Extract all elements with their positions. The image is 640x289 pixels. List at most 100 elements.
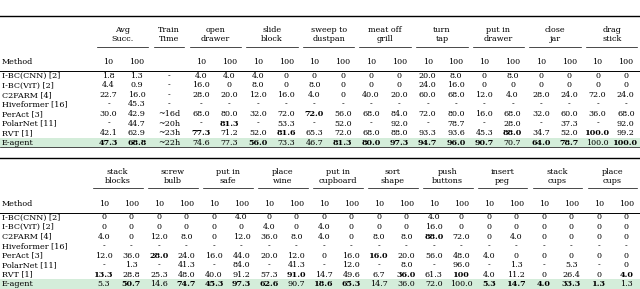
Text: 1.8: 1.8 [102,72,115,80]
Text: 10: 10 [264,200,274,208]
Text: -: - [570,242,573,250]
Text: 10: 10 [536,58,546,66]
Text: 92.0: 92.0 [617,120,635,127]
Text: 0: 0 [266,214,271,221]
Text: 41.3: 41.3 [287,261,305,269]
Text: 0: 0 [340,81,345,89]
Text: 0: 0 [312,72,317,80]
Text: 0: 0 [596,223,601,231]
Text: 56.0: 56.0 [248,139,268,147]
Text: 0: 0 [541,252,547,260]
Text: 10: 10 [484,200,494,208]
Text: 81.3: 81.3 [333,139,353,147]
Text: 52.0: 52.0 [561,129,578,137]
Text: 73.3: 73.3 [277,139,295,147]
Text: -: - [323,261,325,269]
Text: 90.7: 90.7 [287,280,305,288]
Text: 1.3: 1.3 [125,261,138,269]
Text: 88.0: 88.0 [424,233,444,240]
Text: drag
stick: drag stick [602,26,621,43]
Text: 0: 0 [567,81,572,89]
Text: put in
safe: put in safe [216,168,240,185]
Text: -: - [426,120,429,127]
Text: Method: Method [2,58,33,66]
Text: 0: 0 [486,223,492,231]
Text: 80.0: 80.0 [362,139,381,147]
Text: -: - [378,242,380,250]
Text: 0: 0 [623,81,628,89]
Text: 71.2: 71.2 [221,129,238,137]
Text: 10: 10 [196,58,206,66]
Text: I-BC(ViT) [2]: I-BC(ViT) [2] [2,223,54,231]
Text: 0: 0 [541,271,547,279]
Text: 12.0: 12.0 [476,91,493,99]
Text: put in
drawer: put in drawer [484,26,513,43]
Text: 100: 100 [562,58,577,66]
Text: 28.0: 28.0 [532,91,550,99]
Text: 100: 100 [564,200,579,208]
Text: 12.0: 12.0 [232,233,250,240]
Text: 0: 0 [510,81,515,89]
Text: -: - [568,101,571,108]
Text: -: - [185,242,188,250]
Text: put in
cupboard: put in cupboard [318,168,357,185]
Text: open
drawer: open drawer [201,26,230,43]
Text: 0: 0 [156,223,161,231]
Text: 5.3: 5.3 [482,280,496,288]
Text: 68.0: 68.0 [362,129,380,137]
Text: RVT [1]: RVT [1] [2,271,33,279]
Text: -: - [268,242,270,250]
Text: ~23h: ~23h [158,129,180,137]
Text: 4.0: 4.0 [483,271,495,279]
Text: sweep to
dustpan: sweep to dustpan [310,26,347,43]
Text: 74.6: 74.6 [192,139,210,147]
Text: insert
peg: insert peg [491,168,515,185]
Text: 50.7: 50.7 [122,280,141,288]
Text: 78.7: 78.7 [447,120,465,127]
Text: 100.0: 100.0 [613,139,638,147]
Text: 16.0: 16.0 [425,223,443,231]
Text: -: - [157,261,161,269]
Text: -: - [107,120,110,127]
Text: 36.0: 36.0 [589,110,607,118]
Text: 100: 100 [129,58,145,66]
Text: -: - [625,101,627,108]
Text: 20.0: 20.0 [419,72,436,80]
Text: 0: 0 [569,223,574,231]
Text: 52.0: 52.0 [249,129,267,137]
Text: 0: 0 [397,81,402,89]
Text: 52.0: 52.0 [334,120,351,127]
Text: -: - [200,120,202,127]
Text: push
buttons: push buttons [432,168,463,185]
Text: 10: 10 [319,200,329,208]
Text: I-BC(ViT) [2]: I-BC(ViT) [2] [2,81,54,89]
Text: -: - [540,120,542,127]
Text: 84.0: 84.0 [232,261,250,269]
Text: 61.3: 61.3 [425,271,443,279]
Text: 16.0: 16.0 [476,110,493,118]
Text: 11.2: 11.2 [508,271,525,279]
Text: 100: 100 [619,200,634,208]
Text: 10: 10 [366,58,376,66]
Text: 37.3: 37.3 [561,120,578,127]
Text: C2FARM [4]: C2FARM [4] [2,91,52,99]
Text: 100: 100 [509,200,524,208]
Text: 0: 0 [624,233,628,240]
Text: 97.3: 97.3 [390,139,409,147]
Text: 12.0: 12.0 [287,252,305,260]
Text: 0: 0 [595,72,600,80]
Text: -: - [228,101,231,108]
Text: 96.0: 96.0 [446,139,466,147]
Text: 57.3: 57.3 [260,271,278,279]
Text: 8.0: 8.0 [400,261,413,269]
Text: 96.0: 96.0 [452,261,470,269]
Text: 28.8: 28.8 [123,271,140,279]
Text: 8.0: 8.0 [252,81,264,89]
Text: 48.0: 48.0 [452,252,470,260]
Text: 0.9: 0.9 [131,81,143,89]
Text: -: - [341,101,344,108]
Text: 72.0: 72.0 [425,280,443,288]
Text: -: - [323,242,325,250]
Text: 0: 0 [569,252,574,260]
Text: 32.0: 32.0 [532,110,550,118]
